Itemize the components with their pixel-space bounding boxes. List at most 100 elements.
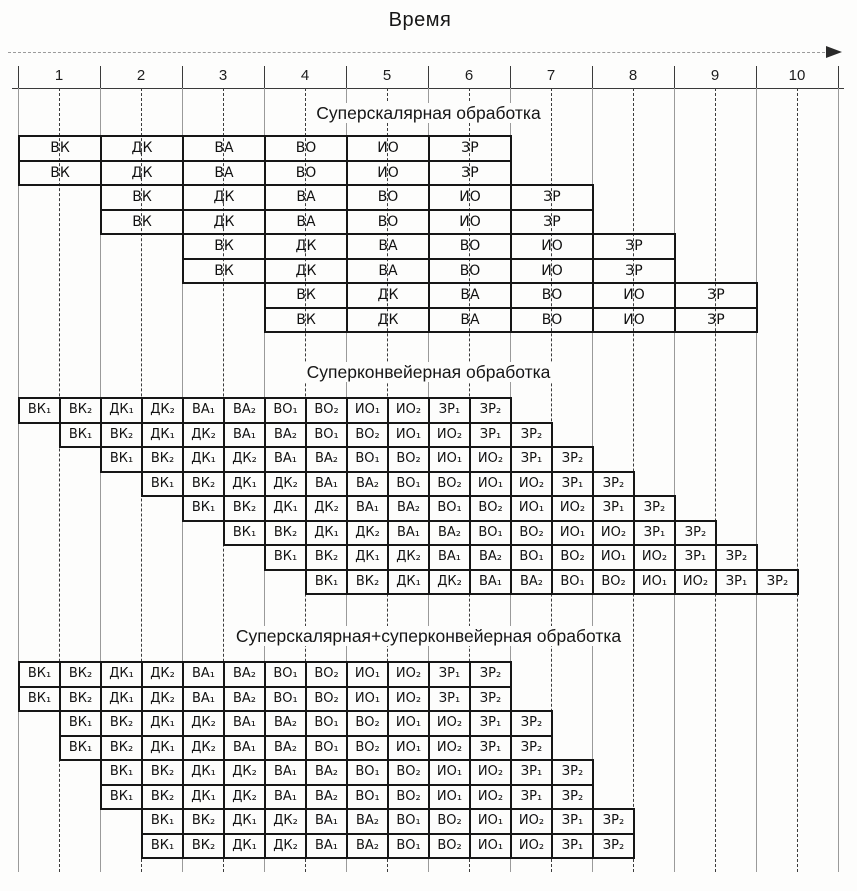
stage-cell: ВА₁ [469, 568, 512, 595]
stage-cell: ВК₂ [264, 519, 307, 546]
stage-cell: ИО [592, 306, 676, 333]
stage-cell: ВО₁ [346, 783, 389, 810]
stage-cell: ИО₂ [510, 470, 553, 497]
stage-cell: ЗР [592, 257, 676, 284]
stage-cell: ЗР₂ [592, 470, 635, 497]
stage-cell: ВК [100, 184, 184, 211]
unit-boundary-line [756, 88, 757, 872]
stage-cell: ИО₂ [387, 661, 430, 688]
ruler-tick [346, 66, 347, 88]
stage-cell: ДК₁ [223, 832, 266, 859]
ruler-tick-label: 7 [546, 67, 556, 84]
stage-cell: ВК₂ [59, 661, 102, 688]
stage-cell: ДК₁ [182, 759, 225, 786]
stage-cell: ЗР₂ [551, 783, 594, 810]
stage-cell: ВК [18, 159, 102, 186]
stage-cell: ЗР₂ [715, 544, 758, 571]
stage-cell: ЗР₂ [469, 661, 512, 688]
stage-cell: ЗР [428, 159, 512, 186]
stage-cell: ВА₁ [264, 783, 307, 810]
stage-cell: ВО₁ [387, 832, 430, 859]
stage-cell: ВО [264, 159, 348, 186]
time-axis-arrowhead-icon [826, 46, 842, 58]
stage-cell: ВК [18, 135, 102, 162]
stage-cell: ЗР [510, 184, 594, 211]
stage-cell: ИО₂ [510, 832, 553, 859]
stage-cell: ВК₂ [100, 710, 143, 737]
stage-cell: ДК [100, 135, 184, 162]
stage-cell: ВА₂ [264, 734, 307, 761]
stage-cell: ВО₂ [387, 759, 430, 786]
stage-cell: ЗР₂ [551, 446, 594, 473]
unit-boundary-line [100, 88, 101, 872]
stage-cell: ДК₂ [223, 446, 266, 473]
stage-cell: ВО₁ [387, 470, 430, 497]
stage-cell: ЗР₂ [592, 832, 635, 859]
stage-cell: ДК₂ [141, 661, 184, 688]
stage-cell: ВО₁ [264, 685, 307, 712]
stage-cell: ВО₂ [510, 519, 553, 546]
stage-cell: ВК₁ [100, 783, 143, 810]
stage-cell: ВА₁ [223, 734, 266, 761]
stage-cell: ИО₂ [674, 568, 717, 595]
stage-cell: ВА₁ [182, 685, 225, 712]
stage-cell: ВК₁ [141, 470, 184, 497]
stage-cell: ИО₁ [469, 470, 512, 497]
stage-cell: ЗР₁ [551, 832, 594, 859]
stage-cell: ИО₂ [551, 495, 594, 522]
ruler-tick [18, 66, 19, 88]
stage-cell: ВО₂ [551, 544, 594, 571]
stage-cell: ДК₂ [182, 734, 225, 761]
stage-cell: ДК [346, 306, 430, 333]
stage-cell: ВК₁ [18, 685, 61, 712]
time-axis-title: Время [388, 9, 452, 31]
stage-cell: ЗР₁ [469, 710, 512, 737]
unit-boundary-line [674, 88, 675, 872]
stage-cell: ВА₂ [223, 397, 266, 424]
unit-center-line [715, 88, 716, 872]
stage-cell: ИО₁ [387, 710, 430, 737]
stage-cell: ВО₂ [428, 470, 471, 497]
stage-cell: ДК [100, 159, 184, 186]
stage-cell: ВА₂ [305, 446, 348, 473]
stage-cell: ИО₂ [428, 710, 471, 737]
stage-cell: ВК₂ [59, 685, 102, 712]
unit-boundary-line [838, 88, 839, 872]
stage-cell: ДК₂ [305, 495, 348, 522]
stage-cell: ИО₂ [469, 759, 512, 786]
stage-cell: ЗР₂ [633, 495, 676, 522]
stage-cell: ВО [510, 306, 594, 333]
stage-cell: ИО₂ [387, 685, 430, 712]
stage-cell: ВК₁ [141, 832, 184, 859]
stage-cell: ВА₂ [305, 783, 348, 810]
stage-cell: ВА₁ [387, 519, 430, 546]
stage-cell: ВА₁ [346, 495, 389, 522]
stage-cell: ВА₂ [346, 808, 389, 835]
stage-cell: ИО [428, 184, 512, 211]
stage-cell: ДК₂ [141, 397, 184, 424]
stage-cell: ИО₁ [633, 568, 676, 595]
stage-cell: ДК₁ [141, 710, 184, 737]
ruler-tick [674, 66, 675, 88]
stage-cell: ВО₂ [346, 710, 389, 737]
stage-cell: ВО₂ [469, 495, 512, 522]
ruler-tick [756, 66, 757, 88]
stage-cell: ДК [264, 233, 348, 260]
stage-cell: ВО₂ [305, 661, 348, 688]
stage-cell: ВК₂ [223, 495, 266, 522]
stage-cell: ИО₁ [346, 661, 389, 688]
unit-boundary-line [18, 88, 19, 872]
stage-cell: ДК₁ [100, 397, 143, 424]
stage-cell: ВА₂ [346, 832, 389, 859]
stage-cell: ВК [182, 257, 266, 284]
stage-cell: ВА₁ [264, 759, 307, 786]
stage-cell: ЗР₂ [592, 808, 635, 835]
ruler-tick-label: 5 [382, 67, 392, 84]
stage-cell: ВО₁ [305, 710, 348, 737]
stage-cell: ВО₁ [346, 446, 389, 473]
stage-cell: ВК₂ [100, 734, 143, 761]
stage-cell: ВА₂ [264, 710, 307, 737]
stage-cell: ВК₂ [59, 397, 102, 424]
stage-cell: ВО₁ [305, 421, 348, 448]
stage-cell: ВА₁ [305, 808, 348, 835]
